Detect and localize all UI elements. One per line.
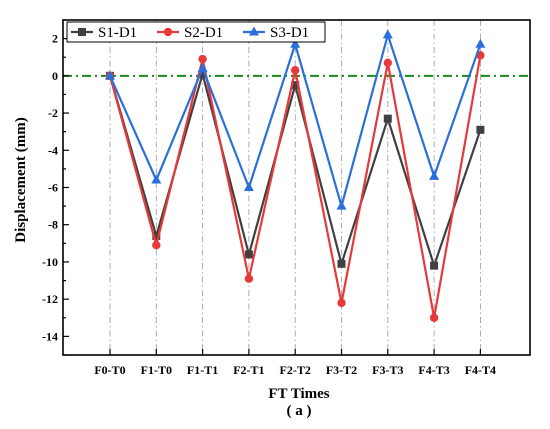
x-axis-title: FT Times — [268, 386, 329, 402]
y-tick-label: -12 — [42, 292, 58, 306]
data-point-S1-D1-F2-T1 — [244, 250, 253, 259]
y-tick-label: -4 — [48, 143, 58, 157]
y-tick-label: -6 — [48, 181, 58, 195]
x-tick-label: F3-T2 — [326, 363, 357, 377]
x-tick-label: F2-T2 — [280, 363, 311, 377]
data-point-S1-D1-F2-T2 — [291, 81, 300, 90]
x-axis-sublabel: ( a ) — [287, 403, 312, 419]
data-point-S2-D1-F2-T2 — [291, 66, 300, 75]
y-tick-label: -14 — [42, 329, 58, 343]
legend-marker-S2-D1 — [163, 27, 173, 37]
y-tick-label: -10 — [42, 255, 58, 269]
data-point-S3-D1-F3-T2 — [336, 200, 347, 210]
data-point-S3-D1-F0-T0 — [105, 70, 115, 80]
x-tick-label: F3-T3 — [372, 363, 403, 377]
y-axis-title: Displacement (mm) — [13, 117, 29, 242]
legend-label-S2-D1: S2-D1 — [184, 25, 223, 41]
data-point-S3-D1-F4-T3 — [429, 170, 440, 180]
legend-box — [66, 21, 326, 43]
legend-label-S1-D1: S1-D1 — [98, 25, 137, 41]
y-tick-label: -8 — [48, 218, 58, 232]
data-point-S1-D1-F4-T4 — [476, 125, 485, 134]
data-point-S3-D1-F1-T1 — [197, 62, 208, 72]
data-point-S3-D1-F4-T4 — [475, 38, 486, 48]
y-tick-label: 2 — [52, 32, 58, 46]
x-tick-label: F2-T1 — [233, 363, 264, 377]
data-point-S1-D1-F4-T3 — [430, 261, 439, 270]
legend-label-S3-D1: S3-D1 — [270, 25, 309, 41]
axes-layer: 2 0 -2 -4 -6 -8 -10 -12 -14 F0-T0 F1-T0 F1-T1 F2-T1 F… — [42, 19, 531, 377]
series-S3-D1 — [105, 29, 486, 211]
data-point-S2-D1-F4-T3 — [429, 313, 439, 322]
series-S2-D1 — [105, 51, 485, 322]
legend: S1-D1 S2-D1 S3-D1 — [66, 21, 326, 43]
data-point-S3-D1-F2-T1 — [243, 182, 254, 191]
data-point-S1-D1-F3-T2 — [337, 259, 346, 268]
data-point-S2-D1-F1-T0 — [152, 240, 161, 250]
data-point-S2-D1-F2-T1 — [244, 274, 254, 283]
x-tick-label: F0-T0 — [94, 363, 125, 377]
x-tick-label: F4-T4 — [465, 363, 496, 377]
data-point-S3-D1-F2-T2 — [290, 38, 301, 48]
data-point-S2-D1-F1-T1 — [198, 54, 207, 64]
y-tick-label: 0 — [52, 69, 58, 83]
x-tick-label: F1-T1 — [187, 363, 218, 377]
y-tick-label: -2 — [48, 106, 58, 120]
data-point-S1-D1-F1-T1 — [198, 69, 207, 78]
data-point-S3-D1-F3-T3 — [382, 29, 393, 39]
data-point-S1-D1-F1-T0 — [152, 231, 161, 240]
x-tick-label: F4-T3 — [418, 363, 449, 377]
series-layer — [105, 29, 486, 322]
data-point-S2-D1-F3-T2 — [337, 298, 346, 308]
legend-marker-S1-D1 — [78, 28, 86, 36]
data-point-S1-D1-F3-T3 — [383, 114, 392, 123]
legend-marker-S3-D1 — [249, 26, 259, 36]
x-tick-label: F1-T0 — [141, 363, 172, 377]
data-point-S3-D1-F1-T0 — [151, 174, 162, 184]
data-point-S2-D1-F3-T3 — [383, 58, 392, 68]
